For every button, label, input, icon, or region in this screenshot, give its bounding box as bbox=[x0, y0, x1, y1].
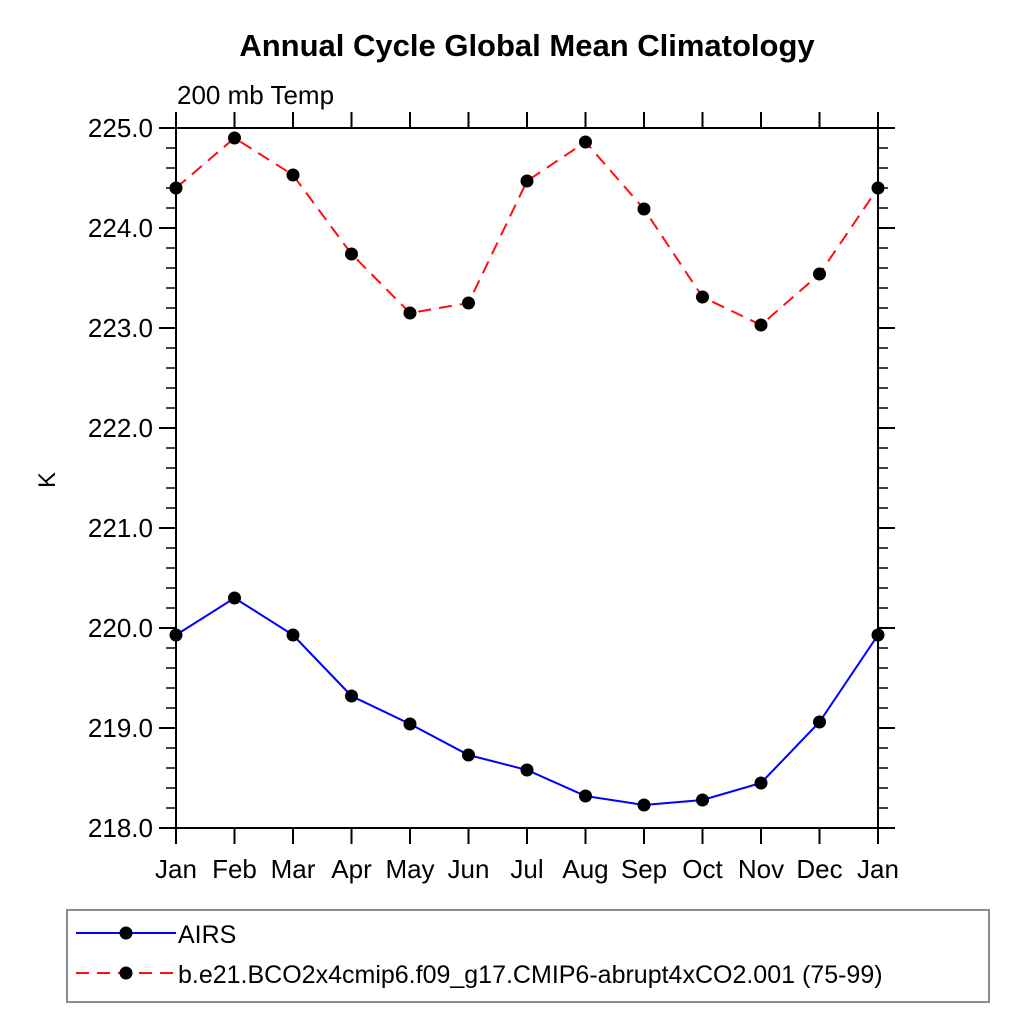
legend-marker bbox=[119, 926, 133, 939]
data-point-marker bbox=[637, 798, 651, 812]
data-point-marker bbox=[696, 290, 709, 304]
data-point-marker bbox=[169, 181, 183, 195]
x-tick-label: Mar bbox=[271, 854, 316, 884]
data-point-marker bbox=[345, 247, 358, 261]
data-point-marker bbox=[871, 628, 885, 642]
data-point-marker bbox=[169, 628, 183, 642]
legend-item-model: b.e21.BCO2x4cmip6.f09_g17.CMIP6-abrupt4x… bbox=[74, 955, 988, 995]
x-tick-label: Apr bbox=[331, 854, 372, 884]
legend-item-airs: AIRS bbox=[74, 915, 988, 955]
y-tick-label: 221.0 bbox=[88, 513, 153, 543]
data-point-marker bbox=[228, 131, 241, 145]
series-line-model bbox=[175, 136, 879, 327]
legend-sample-model-svg bbox=[76, 966, 176, 979]
data-point-marker bbox=[637, 202, 651, 216]
data-point-marker bbox=[462, 296, 475, 310]
data-point-marker bbox=[813, 267, 826, 281]
data-point-marker bbox=[579, 789, 592, 803]
x-tick-label: Oct bbox=[682, 854, 723, 884]
data-point-marker bbox=[462, 748, 475, 762]
data-point-marker bbox=[579, 135, 592, 149]
x-tick-label: Jun bbox=[448, 854, 490, 884]
x-tick-label: Dec bbox=[796, 854, 842, 884]
y-tick-label: 222.0 bbox=[88, 413, 153, 443]
legend: AIRS b.e21.BCO2x4cmip6.f09_g17.CMIP6-abr… bbox=[66, 909, 990, 1003]
y-tick-label: 219.0 bbox=[88, 713, 153, 743]
legend-sample-model bbox=[74, 963, 178, 988]
x-tick-label: Jul bbox=[510, 854, 543, 884]
data-point-marker bbox=[813, 715, 826, 729]
legend-sample-airs bbox=[74, 923, 178, 948]
data-point-marker bbox=[520, 763, 534, 777]
legend-marker bbox=[119, 966, 133, 979]
data-point-marker bbox=[403, 306, 417, 320]
x-tick-label: May bbox=[385, 854, 434, 884]
data-point-marker bbox=[520, 174, 534, 188]
data-point-marker bbox=[754, 776, 768, 790]
chart-title: Annual Cycle Global Mean Climatology bbox=[239, 28, 815, 63]
y-tick-label: 218.0 bbox=[88, 813, 153, 843]
data-point-marker bbox=[403, 717, 417, 731]
data-point-marker bbox=[754, 318, 768, 332]
data-point-marker bbox=[228, 591, 241, 605]
data-point-marker bbox=[286, 168, 300, 182]
data-point-marker bbox=[345, 689, 358, 703]
y-tick-label: 220.0 bbox=[88, 613, 153, 643]
x-tick-label: Jan bbox=[857, 854, 899, 884]
data-point-marker bbox=[871, 181, 885, 195]
y-tick-label: 223.0 bbox=[88, 313, 153, 343]
y-tick-label: 224.0 bbox=[88, 213, 153, 243]
x-tick-label: Jan bbox=[155, 854, 197, 884]
data-point-marker bbox=[286, 628, 300, 642]
chart-canvas: 218.0 219.0 220.0 221.0 222.0 223.0 224.0 225.0… bbox=[88, 112, 899, 884]
y-tick-label: 225.0 bbox=[88, 113, 153, 143]
legend-label-airs: AIRS bbox=[178, 920, 237, 949]
legend-label-model: b.e21.BCO2x4cmip6.f09_g17.CMIP6-abrupt4x… bbox=[178, 960, 883, 989]
x-tick-label: Nov bbox=[738, 854, 784, 884]
legend-sample-airs-svg bbox=[76, 926, 176, 939]
x-tick-label: Feb bbox=[212, 854, 257, 884]
chart-subtitle: 200 mb Temp bbox=[177, 80, 335, 110]
x-tick-label: Aug bbox=[562, 854, 608, 884]
x-tick-label: Sep bbox=[621, 854, 667, 884]
data-point-marker bbox=[696, 793, 709, 807]
plot-frame bbox=[175, 127, 879, 829]
